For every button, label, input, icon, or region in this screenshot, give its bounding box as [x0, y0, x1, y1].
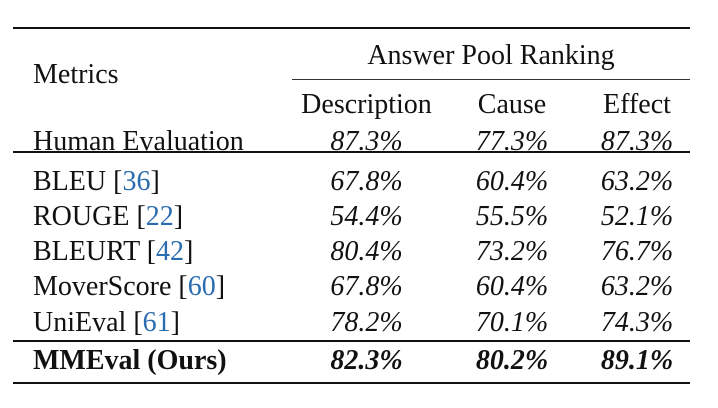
- row-rouge-name: ROUGE: [33, 201, 130, 232]
- row-rouge-cause: 55.5%: [475, 201, 549, 232]
- ours-separator-rule: [13, 340, 690, 342]
- row-bleu-effect: 63.2%: [600, 166, 674, 197]
- row-bleu-description: 67.8%: [330, 166, 403, 197]
- bottom-rule: [13, 382, 690, 384]
- citation-link[interactable]: 36: [122, 166, 151, 197]
- row-bleurt-name: BLEURT: [33, 236, 140, 267]
- row-bleu-cause: 60.4%: [475, 166, 549, 197]
- row-unieval-description: 78.2%: [330, 307, 403, 338]
- column-header-cause: Cause: [477, 89, 547, 120]
- row-mmeval-effect: 89.1%: [600, 345, 674, 376]
- row-bleu-label: BLEU [36]: [33, 166, 160, 197]
- row-unieval-effect: 74.3%: [600, 307, 674, 338]
- row-bleu-name: BLEU: [33, 166, 107, 197]
- row-human-evaluation-effect: 87.3%: [600, 126, 674, 157]
- row-bleurt-label: BLEURT [42]: [33, 236, 194, 267]
- group-underline: [292, 79, 690, 80]
- citation-link[interactable]: 60: [187, 271, 216, 302]
- row-rouge-effect: 52.1%: [600, 201, 674, 232]
- row-moverscore-effect: 63.2%: [600, 271, 674, 302]
- row-moverscore-description: 67.8%: [330, 271, 403, 302]
- citation-link[interactable]: 61: [142, 307, 171, 338]
- row-unieval-name: UniEval: [33, 307, 127, 338]
- row-rouge-label: ROUGE [22]: [33, 201, 184, 232]
- row-unieval-cause: 70.1%: [475, 307, 549, 338]
- column-header-effect: Effect: [603, 89, 671, 120]
- row-rouge-description: 54.4%: [330, 201, 403, 232]
- row-mmeval-description: 82.3%: [330, 345, 403, 376]
- row-human-evaluation-name: Human Evaluation: [33, 126, 244, 157]
- row-mmeval-cause: 80.2%: [475, 345, 549, 376]
- row-bleurt-description: 80.4%: [330, 236, 403, 267]
- citation-link[interactable]: 42: [156, 236, 185, 267]
- row-mmeval-name: MMEval (Ours): [33, 345, 227, 376]
- top-rule: [13, 27, 690, 29]
- citation-link[interactable]: 22: [145, 201, 174, 232]
- row-unieval-label: UniEval [61]: [33, 307, 180, 338]
- row-human-evaluation-description: 87.3%: [330, 126, 403, 157]
- row-moverscore-label: MoverScore [60]: [33, 271, 226, 302]
- answer-pool-ranking-header: Answer Pool Ranking: [367, 40, 615, 71]
- header-rule: [13, 151, 690, 153]
- row-moverscore-cause: 60.4%: [475, 271, 549, 302]
- column-header-description: Description: [301, 89, 432, 120]
- row-human-evaluation-cause: 77.3%: [475, 126, 549, 157]
- row-bleurt-effect: 76.7%: [600, 236, 674, 267]
- row-bleurt-cause: 73.2%: [475, 236, 549, 267]
- metrics-header: Metrics: [33, 59, 119, 90]
- row-moverscore-name: MoverScore: [33, 271, 172, 302]
